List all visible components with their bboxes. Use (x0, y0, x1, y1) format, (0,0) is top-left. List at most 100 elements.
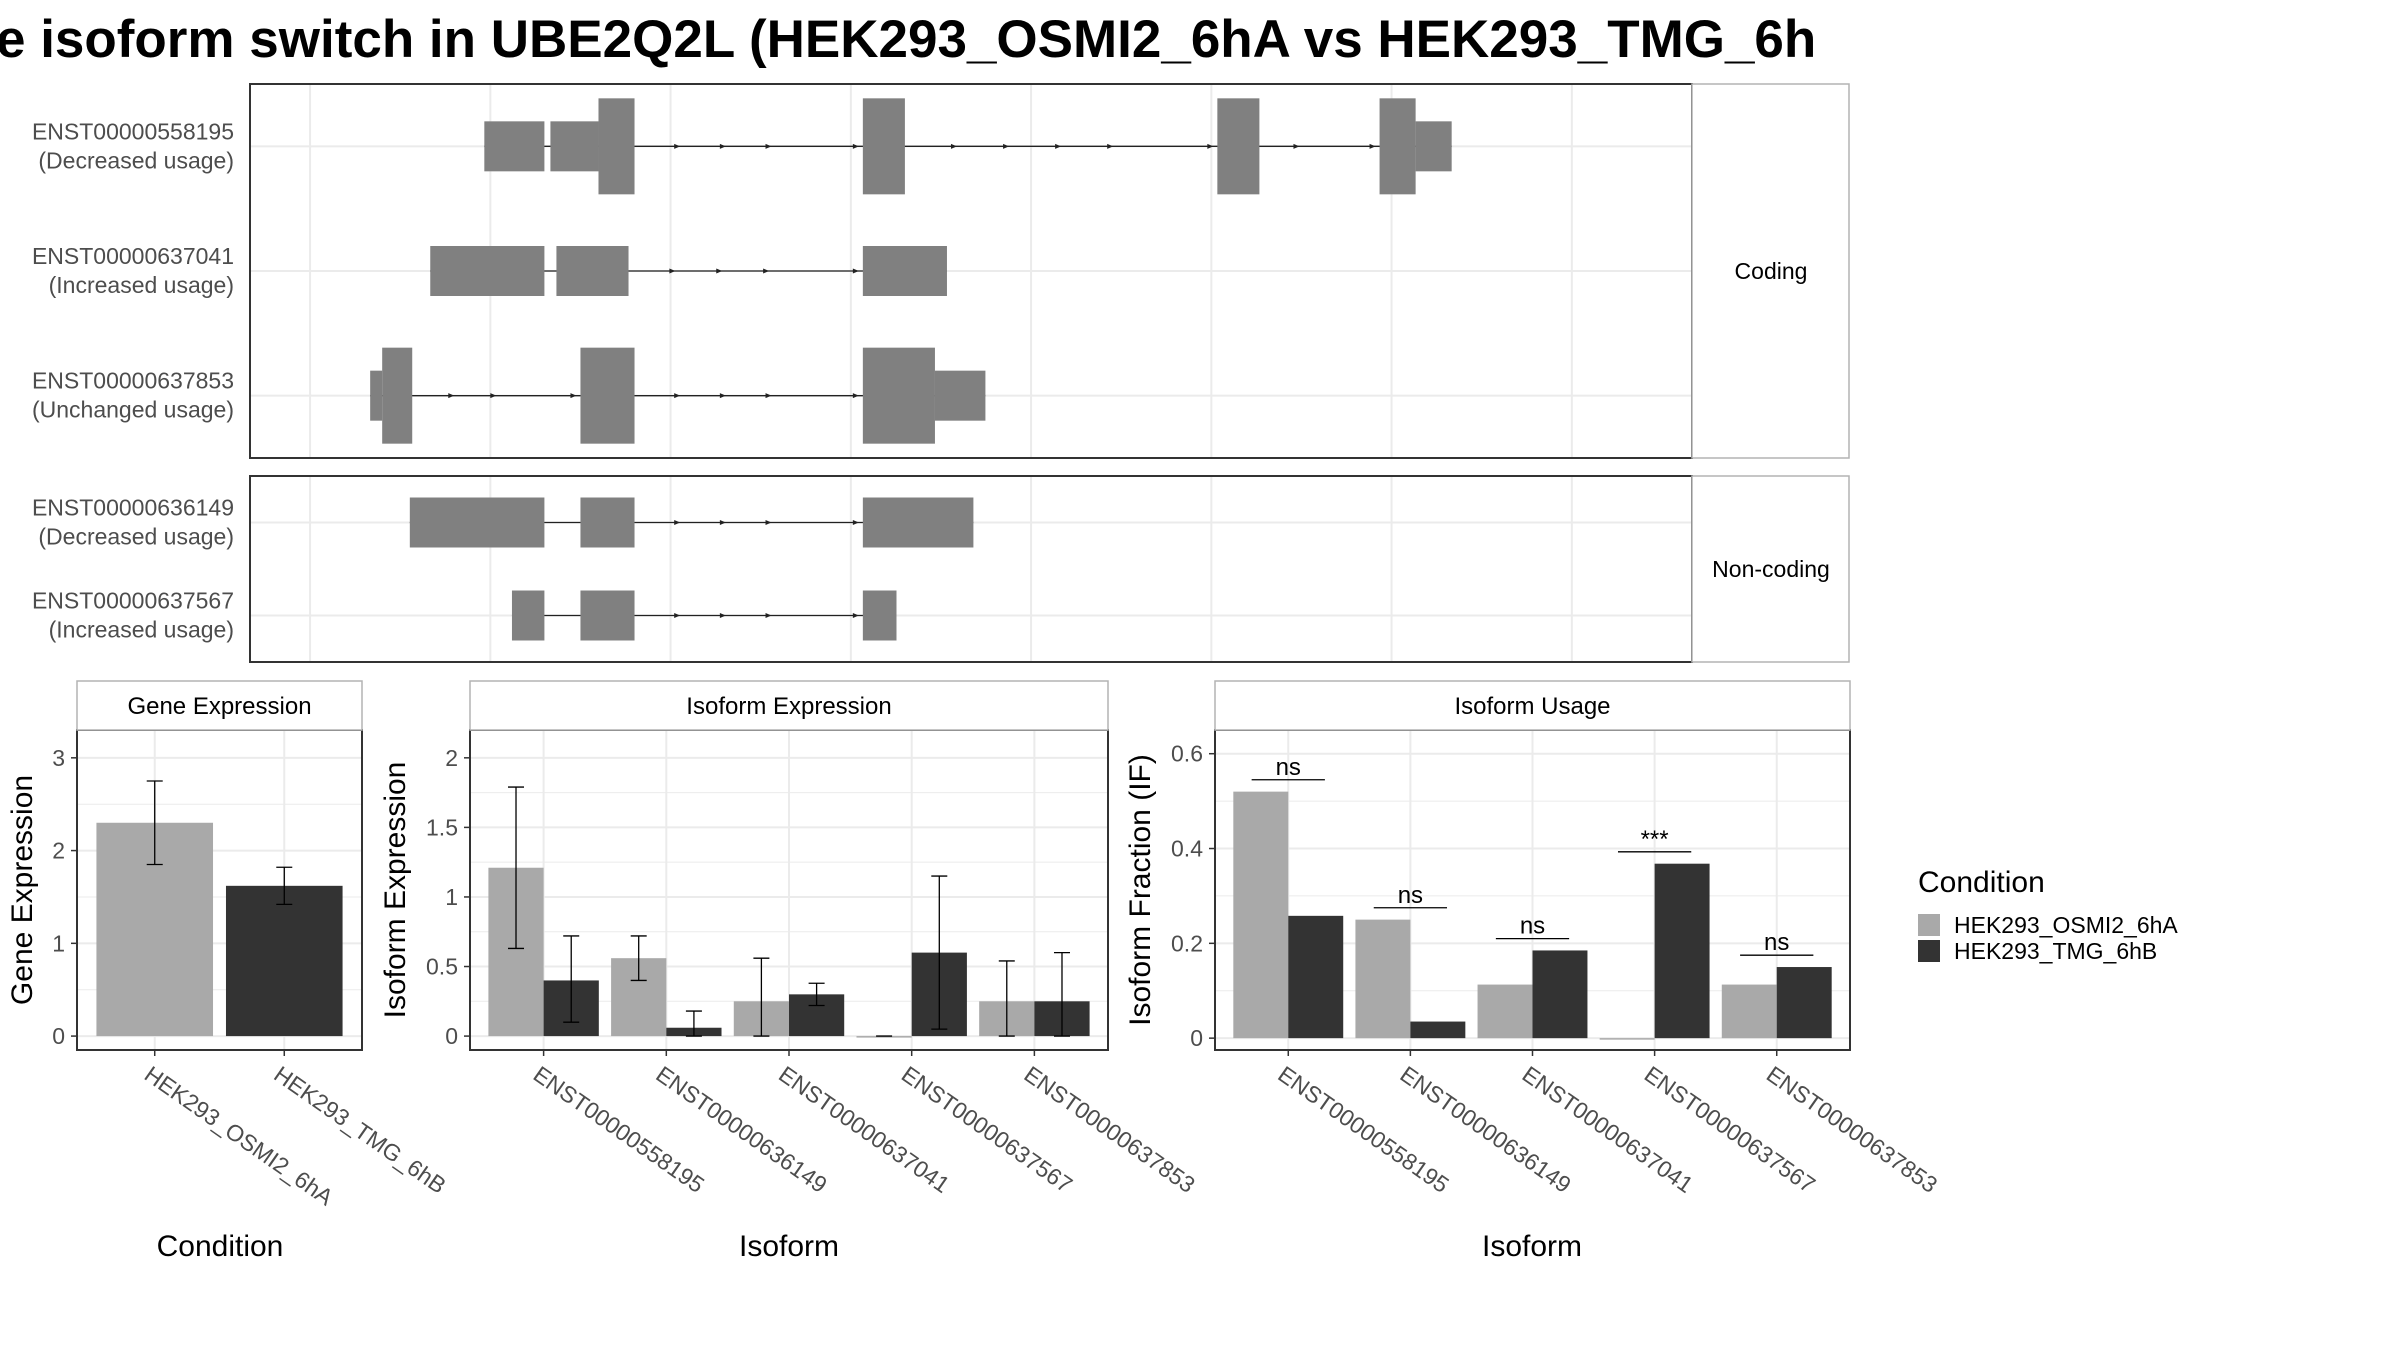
y-tick-label: 2 (52, 838, 65, 864)
intron-arrow (719, 613, 726, 618)
intron-arrow (674, 393, 681, 399)
y-tick-label: 0 (445, 1023, 458, 1049)
exon-block (382, 347, 413, 444)
data-bar (1599, 1038, 1655, 1040)
facet-strip (1691, 83, 1850, 459)
intron-arrow (674, 613, 681, 618)
y-tick-label: 0.5 (426, 954, 458, 980)
exon-block (934, 370, 986, 421)
y-tick-label: 0 (1190, 1025, 1203, 1051)
intron-arrow (674, 143, 681, 149)
significance-label: ns (1764, 929, 1789, 956)
facet-strip (1691, 475, 1850, 663)
exon-block (862, 347, 935, 444)
intron-arrow (1293, 143, 1300, 149)
exon-block (862, 246, 947, 296)
y-tick-label: 1 (52, 930, 65, 956)
x-axis-title: Condition (157, 1230, 284, 1263)
intron-arrow (765, 393, 772, 399)
y-tick-label: 2 (445, 745, 458, 771)
intron-arrow (950, 143, 957, 149)
figure-title: e isoform switch in UBE2Q2L (HEK293_OSMI… (0, 10, 1816, 69)
intron-arrow (490, 393, 497, 399)
chart-title: Isoform Expression (686, 693, 891, 720)
data-bar (1477, 984, 1533, 1039)
intron-arrow (669, 268, 676, 274)
intron-arrow (1369, 143, 1376, 149)
legend-swatch (1918, 940, 1940, 962)
exon-block (409, 497, 545, 548)
chart-title: Isoform Usage (1454, 693, 1610, 720)
legend-swatch (1918, 914, 1940, 936)
isoform-structure-panels: ENST00000558195 (Decreased usage) ENST0000… (32, 83, 1850, 663)
isoform-label: ENST00000558195 (32, 118, 234, 144)
exon-block (511, 590, 545, 641)
chart-title: Gene Expression (127, 693, 311, 720)
y-axis-title: Gene Expression (6, 775, 39, 1005)
intron-arrow (852, 143, 859, 149)
isoform-usage-label: (Decreased usage) (38, 524, 234, 550)
isoform-usage-label: (Unchanged usage) (32, 397, 234, 423)
chart-strip (1214, 680, 1851, 731)
intron-arrow (719, 143, 726, 149)
y-axis-title: Isoform Expression (379, 762, 412, 1019)
isoform-label: ENST00000637567 (32, 588, 234, 614)
y-tick-label: 3 (52, 745, 65, 771)
y-tick-label: 1.5 (426, 814, 458, 840)
exon-block (550, 121, 599, 172)
data-bar (1410, 1021, 1466, 1039)
data-bar (856, 1036, 912, 1038)
facet-strip-label: Coding (1735, 258, 1808, 284)
chart-strip (469, 680, 1109, 731)
isoform-label: ENST00000636149 (32, 495, 234, 521)
significance-label: *** (1641, 826, 1669, 853)
isoform-usage-label: (Increased usage) (49, 272, 234, 298)
significance-label: ns (1398, 882, 1423, 909)
exon-block (580, 590, 635, 641)
exon-block (862, 590, 897, 641)
y-axis-title: Isoform Fraction (IF) (1124, 754, 1157, 1026)
exon-block (580, 497, 635, 548)
exon-block (1379, 98, 1416, 195)
x-axis-title: Isoform (739, 1230, 839, 1263)
intron-arrow (719, 393, 726, 399)
intron-arrow (765, 520, 772, 525)
isoform-usage-label: (Decreased usage) (38, 147, 234, 173)
exon-block (598, 98, 635, 195)
intron-arrow (719, 520, 726, 525)
intron-arrow (1003, 143, 1010, 149)
data-bar (1654, 863, 1710, 1039)
chart-strip (76, 680, 363, 731)
intron-arrow (674, 520, 681, 525)
intron-arrow (852, 520, 859, 525)
exon-block (556, 246, 629, 296)
exon-block (862, 98, 905, 195)
data-bar (1532, 950, 1588, 1039)
legend-label: HEK293_OSMI2_6hA (1954, 912, 2178, 938)
intron-arrow (852, 613, 859, 618)
intron-arrow (763, 268, 770, 274)
data-bar (1288, 915, 1344, 1039)
y-tick-label: 1 (445, 884, 458, 910)
intron-arrow (716, 268, 723, 274)
y-tick-label: 0.6 (1171, 741, 1203, 767)
data-bar (1721, 984, 1777, 1039)
intron-arrow (765, 613, 772, 618)
intron-arrow (1055, 143, 1062, 149)
x-axis-title: Isoform (1482, 1230, 1582, 1263)
isoform-label: ENST00000637853 (32, 368, 234, 394)
y-tick-label: 0.2 (1171, 930, 1203, 956)
significance-label: ns (1520, 913, 1545, 940)
data-bar (1776, 967, 1832, 1039)
intron-arrow (1207, 143, 1214, 149)
intron-arrow (448, 393, 455, 399)
intron-arrow (570, 393, 577, 399)
isoform-usage-label: (Increased usage) (49, 617, 234, 643)
significance-label: ns (1276, 754, 1301, 781)
intron-arrow (1107, 143, 1114, 149)
exon-block (1217, 98, 1260, 195)
intron-arrow (852, 393, 859, 399)
